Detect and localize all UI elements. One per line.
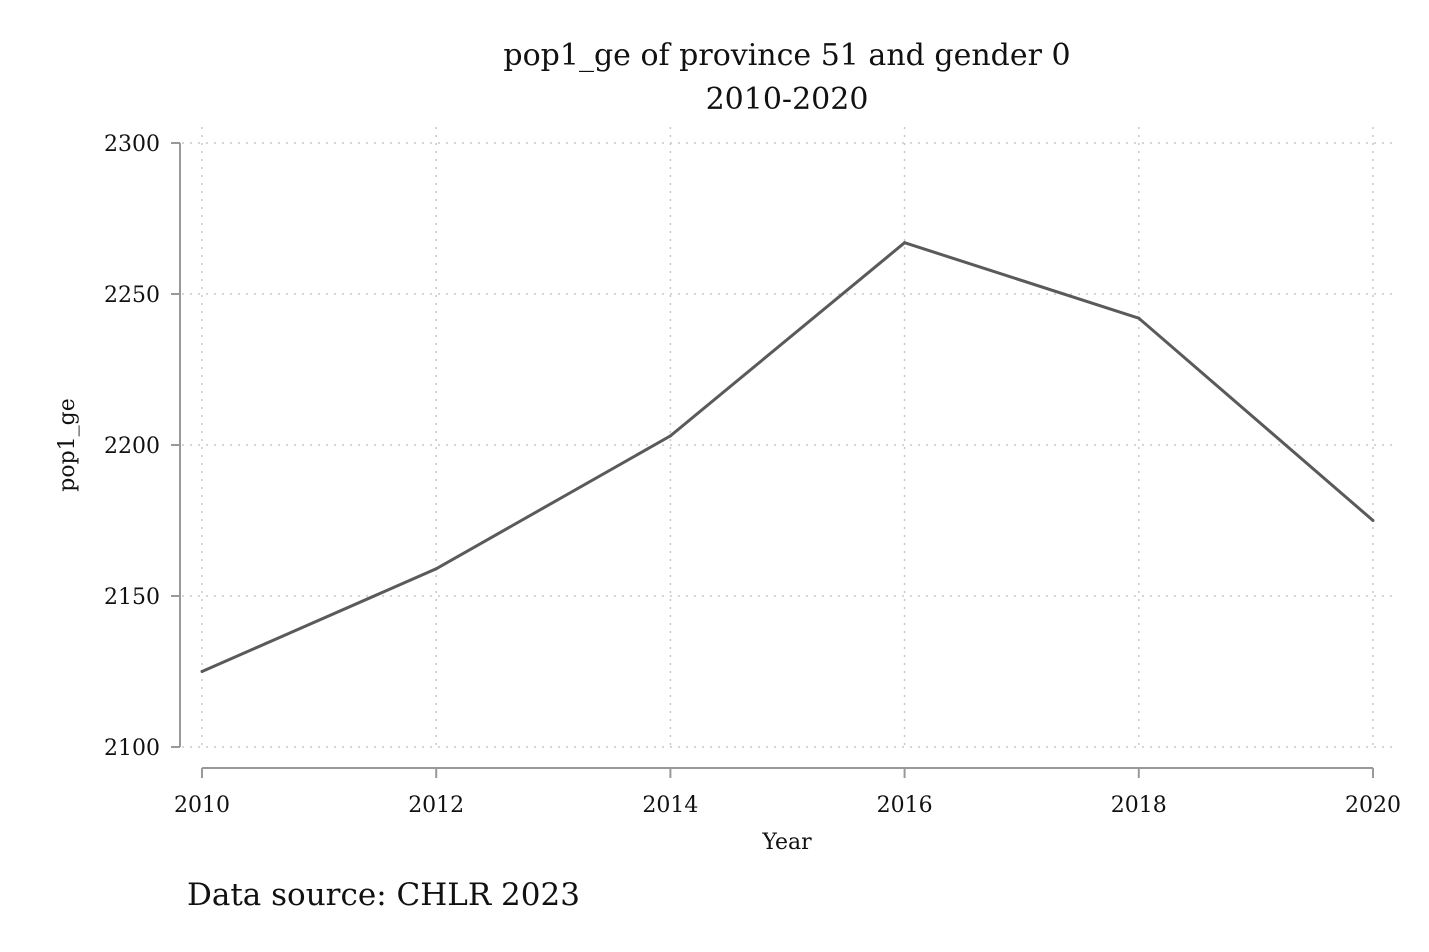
data-point (903, 241, 907, 245)
chart-title: pop1_ge of province 51 and gender 0 (503, 38, 1070, 73)
axes (179, 143, 1373, 769)
y-tick-label: 2150 (104, 585, 160, 610)
chart-subtitle: 2010-2020 (706, 82, 869, 117)
ticks: 2100 2150 2200 2250 2300 2010 2012 2014 2016 2018… (104, 132, 1401, 818)
data-point (200, 670, 204, 673)
data-point (668, 434, 672, 438)
x-tick-label: 2016 (877, 793, 933, 818)
y-axis-label: pop1_ge (55, 398, 80, 492)
y-tick-label: 2300 (104, 132, 160, 157)
data-source-note: Data source: CHLR 2023 (187, 877, 580, 913)
x-axis-label: Year (761, 830, 812, 855)
y-tick-label: 2200 (104, 434, 160, 459)
y-tick-label: 2100 (104, 736, 160, 761)
x-tick-label: 2020 (1345, 793, 1401, 818)
data-point (1137, 316, 1141, 320)
data-point (434, 567, 438, 571)
x-tick-label: 2012 (408, 793, 464, 818)
gridlines (182, 127, 1396, 751)
series-group (200, 241, 1375, 673)
x-tick-label: 2010 (174, 793, 230, 818)
y-tick-label: 2250 (104, 283, 160, 308)
x-tick-label: 2014 (642, 793, 698, 818)
series-line (201, 241, 1374, 673)
x-tick-label: 2018 (1111, 793, 1167, 818)
data-point (1371, 519, 1375, 522)
